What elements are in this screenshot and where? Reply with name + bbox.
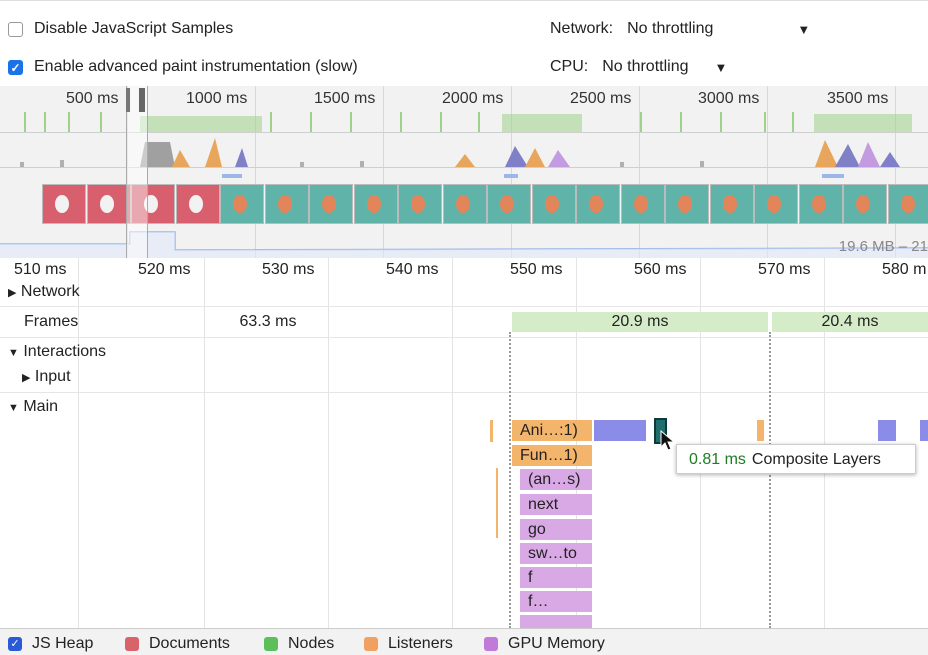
collapse-arrow-icon: ▼	[8, 402, 19, 414]
tooltip-duration: 0.81 ms	[689, 451, 746, 468]
screenshot-thumbnail[interactable]	[576, 184, 620, 224]
legend-listeners[interactable]: Listeners	[364, 635, 453, 653]
screenshot-thumbnail[interactable]	[265, 184, 309, 224]
main-track-toggle[interactable]: ▼ Main	[8, 398, 58, 416]
screenshot-thumbnail[interactable]	[398, 184, 442, 224]
frames-track-label: Frames	[24, 313, 78, 331]
advanced-paint-option[interactable]: ✓ Enable advanced paint instrumentation …	[8, 58, 358, 76]
flame-entry[interactable]: f	[520, 567, 592, 588]
frame-bar[interactable]: 20.9 ms	[512, 312, 768, 332]
legend-gpu-memory[interactable]: GPU Memory	[484, 635, 605, 653]
disable-js-samples-option[interactable]: Disable JavaScript Samples	[8, 20, 233, 38]
legend-label: JS Heap	[32, 635, 93, 653]
legend-checkbox[interactable]	[364, 637, 378, 651]
tooltip-event-name: Composite Layers	[752, 451, 881, 468]
cpu-dropdown-icon[interactable]: ▼	[715, 60, 728, 75]
screenshot-thumbnail[interactable]	[87, 184, 131, 224]
frame-bar[interactable]: 63.3 ms	[208, 312, 328, 332]
mouse-cursor-icon	[660, 430, 676, 452]
screenshot-thumbnail[interactable]	[443, 184, 487, 224]
network-dropdown-icon[interactable]: ▼	[797, 22, 810, 37]
screenshot-thumbnail[interactable]	[176, 184, 220, 224]
ruler-tick: 540 ms	[386, 261, 438, 279]
ruler-tick: 550 ms	[510, 261, 562, 279]
network-track-label: Network	[21, 283, 80, 300]
ruler-tick: 560 ms	[634, 261, 686, 279]
flame-entry[interactable]: Ani…:1)	[512, 420, 592, 441]
flame-entry[interactable]: Fun…1)	[512, 445, 592, 466]
screenshot-thumbnail[interactable]	[621, 184, 665, 224]
screenshot-thumbnail[interactable]	[754, 184, 798, 224]
screenshot-thumbnail[interactable]	[532, 184, 576, 224]
disable-js-samples-checkbox[interactable]	[8, 22, 23, 37]
screenshot-thumbnail[interactable]	[42, 184, 86, 224]
legend-checkbox[interactable]: ✓	[8, 637, 22, 651]
screenshot-thumbnail[interactable]	[710, 184, 754, 224]
input-track-toggle[interactable]: ▶ Input	[22, 368, 71, 386]
legend-label: GPU Memory	[508, 635, 605, 653]
selection-handle-left[interactable]	[126, 88, 130, 112]
screenshot-thumbnail[interactable]	[354, 184, 398, 224]
flame-entry[interactable]: next	[520, 494, 592, 515]
flame-entry[interactable]	[520, 615, 592, 628]
flame-entry[interactable]: (an…s)	[520, 469, 592, 490]
network-label: Network:	[550, 20, 613, 38]
ruler-tick: 510 ms	[14, 261, 66, 279]
main-track-label: Main	[23, 398, 58, 415]
advanced-paint-label: Enable advanced paint instrumentation (s…	[34, 58, 358, 76]
memory-counters-legend: ✓ JS Heap Documents Nodes Listeners GPU …	[0, 628, 928, 655]
legend-checkbox[interactable]	[484, 637, 498, 651]
selection-handle-right[interactable]	[139, 88, 145, 112]
screenshot-thumbnail[interactable]	[487, 184, 531, 224]
flame-entry[interactable]: go	[520, 519, 592, 540]
legend-nodes[interactable]: Nodes	[264, 635, 334, 653]
screenshot-thumbnail[interactable]	[665, 184, 709, 224]
screenshot-thumbnail[interactable]	[799, 184, 843, 224]
advanced-paint-checkbox[interactable]: ✓	[8, 60, 23, 75]
timeline-overview[interactable]: 500 ms 1000 ms 1500 ms 2000 ms 2500 ms 3…	[0, 86, 928, 258]
screenshot-thumbnail[interactable]	[888, 184, 928, 224]
ruler-tick: 530 ms	[262, 261, 314, 279]
flame-entry[interactable]	[594, 420, 646, 441]
event-tooltip: 0.81 ms Composite Layers	[676, 444, 916, 474]
legend-js-heap[interactable]: ✓ JS Heap	[8, 635, 93, 653]
input-track-label: Input	[35, 368, 71, 385]
collapse-arrow-icon: ▼	[8, 347, 19, 359]
cpu-throttling-select[interactable]: No throttling	[602, 58, 688, 76]
interactions-track-toggle[interactable]: ▼ Interactions	[8, 343, 106, 361]
legend-label: Nodes	[288, 635, 334, 653]
ruler-tick: 570 ms	[758, 261, 810, 279]
legend-checkbox[interactable]	[125, 637, 139, 651]
network-throttling: Network: No throttling ▼	[550, 20, 810, 38]
legend-label: Documents	[149, 635, 230, 653]
disable-js-samples-label: Disable JavaScript Samples	[34, 20, 233, 38]
network-track-toggle[interactable]: ▶ Network	[8, 283, 80, 301]
memory-range-label: 19.6 MB – 21	[839, 238, 928, 255]
interactions-track-label: Interactions	[23, 343, 106, 360]
ruler-tick: 520 ms	[138, 261, 190, 279]
cpu-throttling: CPU: No throttling ▼	[550, 58, 727, 76]
screenshot-thumbnail[interactable]	[843, 184, 887, 224]
screenshot-thumbnail[interactable]	[220, 184, 264, 224]
flame-entry[interactable]: sw…to	[520, 543, 592, 564]
capture-settings: Disable JavaScript Samples ✓ Enable adva…	[0, 0, 928, 87]
time-ruler: 510 ms 520 ms 530 ms 540 ms 550 ms 560 m…	[0, 258, 928, 282]
expand-arrow-icon: ▶	[8, 287, 16, 299]
network-throttling-select[interactable]: No throttling	[627, 20, 713, 38]
ruler-tick: 580 m	[882, 261, 926, 279]
legend-checkbox[interactable]	[264, 637, 278, 651]
cpu-label: CPU:	[550, 58, 588, 76]
legend-documents[interactable]: Documents	[125, 635, 230, 653]
screenshot-thumbnail[interactable]	[309, 184, 353, 224]
expand-arrow-icon: ▶	[22, 372, 30, 384]
frame-bar[interactable]: 20.4 ms	[772, 312, 928, 332]
flame-entry[interactable]: f…	[520, 591, 592, 612]
legend-label: Listeners	[388, 635, 453, 653]
